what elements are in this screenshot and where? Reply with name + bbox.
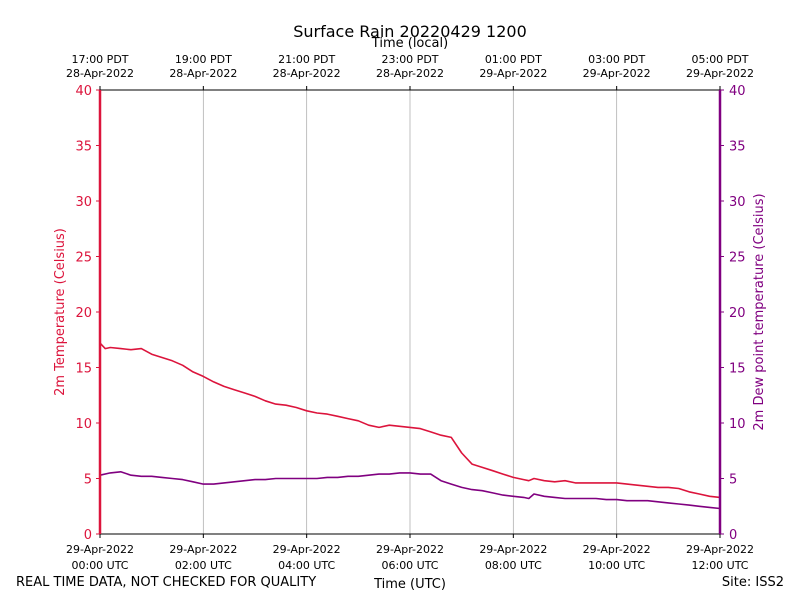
x-bottom-tick-time-6: 12:00 UTC [691, 559, 748, 572]
x-bottom-tick-time-4: 08:00 UTC [485, 559, 542, 572]
y-left-tick-label-7: 35 [75, 140, 92, 155]
y-left-tick-label-2: 10 [75, 417, 92, 432]
x-bottom-tick-date-1: 29-Apr-2022 [169, 543, 237, 556]
data-quality-disclaimer: REAL TIME DATA, NOT CHECKED FOR QUALITY [16, 575, 317, 590]
x-top-tick-time-1: 19:00 PDT [175, 53, 232, 66]
grid-lines [99, 90, 721, 534]
x-bottom-tick-date-3: 29-Apr-2022 [376, 543, 444, 556]
y-left-tick-label-5: 25 [75, 251, 92, 266]
y-right-tick-label-5: 25 [729, 251, 746, 266]
x-top-tick-time-3: 23:00 PDT [381, 53, 438, 66]
y-right-tick-label-7: 35 [729, 140, 746, 155]
y-axis-right-label: 2m Dew point temperature (Celsius) [752, 193, 767, 430]
y-right-tick-label-6: 30 [729, 195, 746, 210]
x-top-tick-date-4: 29-Apr-2022 [479, 67, 547, 80]
y-axis-left-label: 2m Temperature (Celsius) [53, 228, 68, 396]
series-line-temperature [99, 342, 721, 499]
y-left-tick-label-3: 15 [75, 362, 92, 377]
x-bottom-tick-time-1: 02:00 UTC [175, 559, 232, 572]
y-right-tick-label-8: 40 [729, 84, 746, 99]
y-left-tick-label-1: 5 [84, 473, 92, 488]
x-bottom-tick-date-5: 29-Apr-2022 [583, 543, 651, 556]
x-axis-label: Time (UTC) [373, 577, 446, 592]
x-top-tick-date-3: 28-Apr-2022 [376, 67, 444, 80]
tick-labels: 0 0 5 5 10 10 15 15 20 20 25 25 30 30 35 35 40 40 29-Apr-2… [66, 53, 754, 572]
y-right-tick-label-3: 15 [729, 362, 746, 377]
x-bottom-tick-date-2: 29-Apr-2022 [273, 543, 341, 556]
x-bottom-tick-date-6: 29-Apr-2022 [686, 543, 754, 556]
x-top-tick-time-4: 01:00 PDT [485, 53, 542, 66]
x-bottom-tick-time-2: 04:00 UTC [278, 559, 335, 572]
x-top-tick-date-6: 29-Apr-2022 [686, 67, 754, 80]
site-label: Site: ISS2 [721, 575, 784, 590]
x-top-tick-date-5: 29-Apr-2022 [583, 67, 651, 80]
top-axis-label: Time (local) [371, 36, 448, 51]
x-top-tick-date-0: 28-Apr-2022 [66, 67, 134, 80]
x-top-tick-date-2: 28-Apr-2022 [273, 67, 341, 80]
x-top-tick-time-2: 21:00 PDT [278, 53, 335, 66]
x-top-tick-time-5: 03:00 PDT [588, 53, 645, 66]
y-left-tick-label-0: 0 [84, 528, 92, 543]
x-bottom-tick-time-3: 06:00 UTC [381, 559, 438, 572]
x-top-tick-time-0: 17:00 PDT [71, 53, 128, 66]
x-top-tick-date-1: 28-Apr-2022 [169, 67, 237, 80]
x-top-tick-time-6: 05:00 PDT [691, 53, 748, 66]
chart-title: Surface Rain 20220429 1200 [293, 22, 527, 41]
y-right-tick-label-0: 0 [729, 528, 737, 543]
x-bottom-tick-time-0: 00:00 UTC [71, 559, 128, 572]
x-bottom-tick-time-5: 10:00 UTC [588, 559, 645, 572]
y-right-tick-label-4: 20 [729, 306, 746, 321]
series-line-dewpoint [99, 470, 721, 510]
y-left-tick-label-4: 20 [75, 306, 92, 321]
x-bottom-tick-date-4: 29-Apr-2022 [479, 543, 547, 556]
series-lines [99, 342, 721, 510]
y-right-tick-label-1: 5 [729, 473, 737, 488]
y-left-tick-label-6: 30 [75, 195, 92, 210]
x-bottom-tick-date-0: 29-Apr-2022 [66, 543, 134, 556]
y-left-tick-label-8: 40 [75, 84, 92, 99]
y-right-tick-label-2: 10 [729, 417, 746, 432]
